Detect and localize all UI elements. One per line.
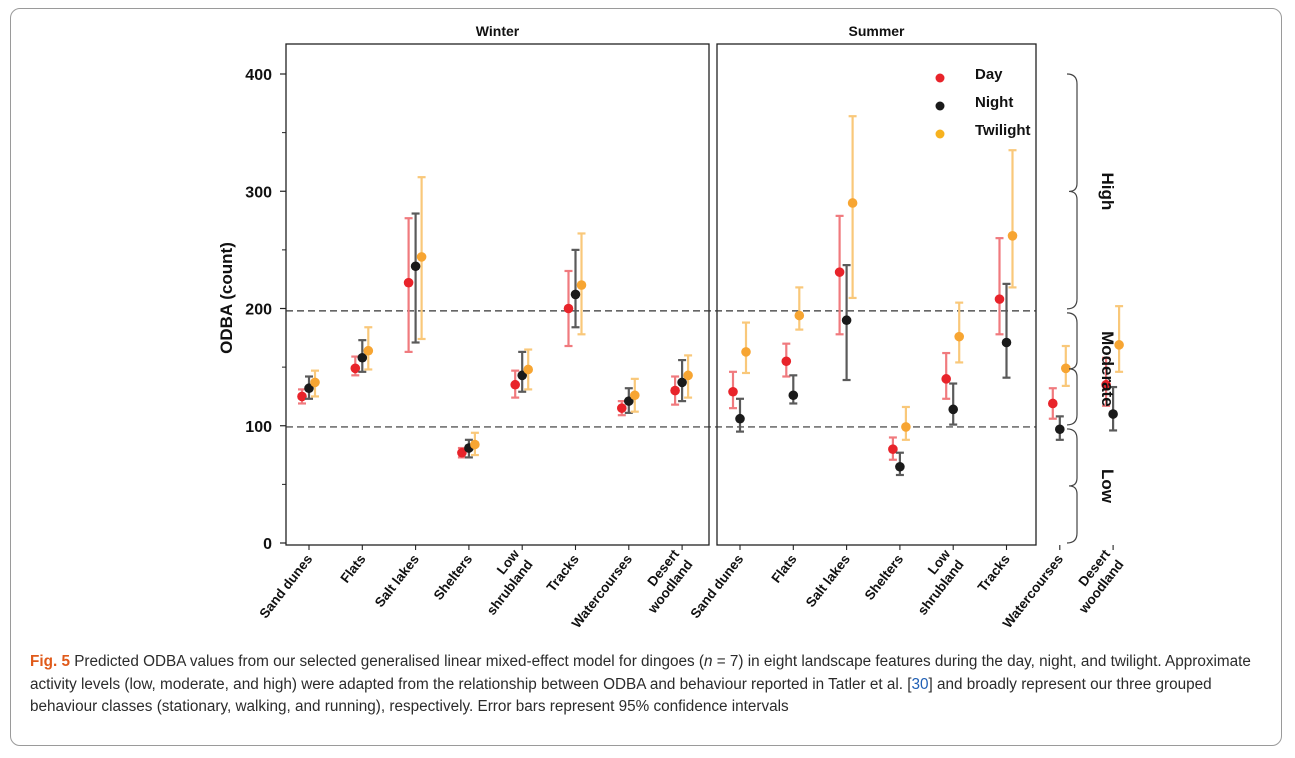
point-day xyxy=(1101,379,1111,390)
y-axis-label: ODBA (count) xyxy=(217,242,236,354)
point-twilight xyxy=(683,370,693,381)
point-day xyxy=(941,374,951,384)
point-night xyxy=(1055,424,1065,435)
point-night xyxy=(410,261,421,272)
activity-label-high: High xyxy=(1098,173,1117,211)
legend-marker-night xyxy=(935,101,945,111)
y-tick-label-300: 300 xyxy=(245,184,272,201)
y-tick-label-100: 100 xyxy=(245,419,272,436)
point-day xyxy=(617,403,627,413)
x-tick-label-tracks: Tracks xyxy=(544,552,582,595)
activity-label-low: Low xyxy=(1098,469,1117,504)
point-night xyxy=(570,289,581,300)
y-tick-label-200: 200 xyxy=(245,302,272,319)
x-tick-label-shelters: Shelters xyxy=(862,552,907,603)
legend-label-twilight: Twilight xyxy=(975,122,1031,139)
point-twilight xyxy=(310,377,320,388)
point-night xyxy=(841,315,852,326)
x-tick-label-flats: Flats xyxy=(337,552,368,586)
x-tick-label-shelters: Shelters xyxy=(431,552,476,603)
point-day xyxy=(563,303,574,314)
point-night xyxy=(948,404,958,415)
figure-label: Fig. 5 xyxy=(30,653,70,670)
point-night xyxy=(1001,337,1012,348)
point-night xyxy=(517,370,527,381)
point-twilight xyxy=(630,390,640,401)
caption-text-1: Predicted ODBA values from our selected … xyxy=(69,653,704,670)
point-night xyxy=(624,396,634,406)
legend-marker-day xyxy=(935,73,945,83)
legend-label-day: Day xyxy=(975,66,1003,83)
point-night xyxy=(735,413,745,424)
x-tick-label-desert-woodland: Desertwoodland xyxy=(1062,546,1127,617)
caption-text-3: ] and broadly represent our three groupe… xyxy=(30,675,1212,716)
point-day xyxy=(888,444,898,455)
y-tick-label-400: 400 xyxy=(245,67,272,84)
point-day xyxy=(781,356,792,367)
y-tick-label-0: 0 xyxy=(263,536,272,553)
point-twilight xyxy=(794,310,805,321)
x-tick-label-low-shrubland: Lowshrubland xyxy=(470,546,536,618)
x-tick-label-salt-lakes: Salt lakes xyxy=(803,552,853,610)
point-twilight xyxy=(1114,340,1124,350)
point-twilight xyxy=(470,439,480,450)
point-day xyxy=(297,391,307,402)
panel-title-winter: Winter xyxy=(476,23,520,39)
point-twilight xyxy=(954,331,964,342)
point-day xyxy=(403,277,414,288)
point-night xyxy=(304,383,314,394)
odba-chart: Winter Summer 0 100 200 300 400 ODBA (count) San… xyxy=(217,23,1127,631)
x-tick-label-salt-lakes: Salt lakes xyxy=(372,552,422,610)
x-tick-label-sand-dunes: Sand dunes xyxy=(256,552,315,622)
brace-high xyxy=(1066,73,1078,310)
x-tick-label-desert-woodland: Desertwoodland xyxy=(631,546,696,617)
caption-text-2: = 7) in eight landscape features during … xyxy=(30,653,1251,693)
point-twilight xyxy=(847,198,858,208)
point-night xyxy=(677,377,687,388)
panel-frame-1 xyxy=(716,43,1037,546)
point-day xyxy=(510,379,520,390)
point-night xyxy=(357,352,368,363)
point-night xyxy=(895,461,905,472)
point-day xyxy=(457,447,467,458)
panel-title-summer: Summer xyxy=(848,23,905,39)
legend-marker-twilight xyxy=(935,129,945,139)
caption-n-italic: n xyxy=(703,653,713,670)
point-twilight xyxy=(901,422,911,432)
point-twilight xyxy=(576,280,587,290)
x-tick-label-flats: Flats xyxy=(768,552,799,586)
figure-frame xyxy=(10,8,1282,746)
brace-moderate xyxy=(1066,312,1078,426)
point-day xyxy=(350,363,361,374)
brace-low xyxy=(1066,428,1078,544)
legend-label-night: Night xyxy=(975,94,1013,111)
point-night xyxy=(788,390,799,401)
point-twilight xyxy=(523,364,533,375)
x-tick-label-sand-dunes: Sand dunes xyxy=(687,552,746,622)
point-twilight xyxy=(363,345,374,356)
panel-frame-0 xyxy=(285,43,710,546)
point-twilight xyxy=(416,252,427,262)
x-tick-label-low-shrubland: Lowshrubland xyxy=(901,546,967,618)
point-twilight xyxy=(741,347,751,357)
figure-caption: Fig. 5 Predicted ODBA values from our se… xyxy=(30,651,1260,719)
point-day xyxy=(1048,398,1058,409)
point-day xyxy=(728,386,738,397)
point-night xyxy=(1108,409,1118,419)
point-twilight xyxy=(1061,363,1071,374)
x-tick-label-tracks: Tracks xyxy=(975,552,1013,595)
caption-reference-link[interactable]: 30 xyxy=(911,675,929,693)
activity-label-moderate: Moderate xyxy=(1098,331,1117,407)
point-day xyxy=(834,267,845,277)
point-day xyxy=(994,294,1005,304)
point-day xyxy=(670,385,680,396)
point-twilight xyxy=(1007,231,1018,241)
